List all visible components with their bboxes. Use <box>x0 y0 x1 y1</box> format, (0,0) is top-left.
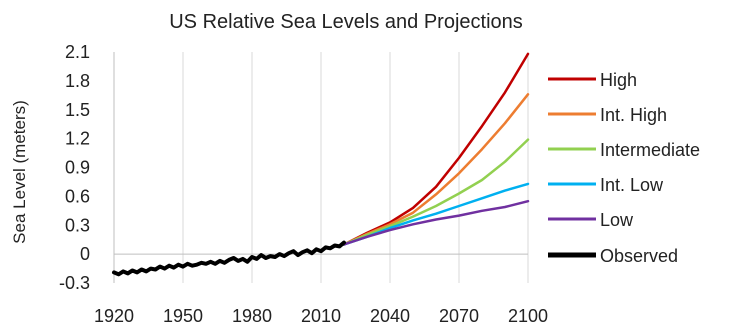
axes <box>113 52 528 283</box>
y-tick-label: 1.2 <box>65 129 90 149</box>
x-tick-label: 2070 <box>439 306 479 326</box>
series-line-high <box>342 52 530 246</box>
legend-label-int-low: Int. Low <box>600 175 664 195</box>
y-tick-label: 0 <box>80 244 90 264</box>
gridlines <box>182 52 529 283</box>
y-tick-label: 0.6 <box>65 186 90 206</box>
chart-title: US Relative Sea Levels and Projections <box>169 11 523 33</box>
legend-label-observed: Observed <box>600 246 678 266</box>
series-line-int-high <box>342 93 530 246</box>
y-tick-labels: -0.3 0 0.3 0.6 0.9 1.2 1.5 1.8 2.1 <box>59 42 90 293</box>
legend-label-int-high: Int. High <box>600 105 667 125</box>
y-tick-label: -0.3 <box>59 273 90 293</box>
legend-label-intermediate: Intermediate <box>600 140 700 160</box>
legend-label-low: Low <box>600 210 634 230</box>
legend-label-high: High <box>600 70 637 90</box>
x-tick-label: 1920 <box>94 306 134 326</box>
y-tick-label: 0.3 <box>65 215 90 235</box>
y-tick-label: 1.8 <box>65 71 90 91</box>
series-line-intermediate <box>342 138 530 246</box>
y-axis-label: Sea Level (meters) <box>10 100 29 244</box>
x-tick-labels: 1920 1950 1980 2010 2040 2070 2100 <box>94 306 548 326</box>
x-tick-label: 1980 <box>232 306 272 326</box>
y-tick-label: 1.5 <box>65 100 90 120</box>
y-tick-label: 2.1 <box>65 42 90 62</box>
series-line-observed <box>112 240 346 277</box>
x-tick-label: 2040 <box>370 306 410 326</box>
x-tick-label: 2100 <box>508 306 548 326</box>
series-lines <box>112 52 530 277</box>
legend: High Int. High Intermediate Int. Low Low Obse… <box>548 70 700 266</box>
x-tick-label: 2010 <box>301 306 341 326</box>
x-tick-label: 1950 <box>163 306 203 326</box>
series-line-low <box>342 199 530 246</box>
y-tick-label: 0.9 <box>65 158 90 178</box>
